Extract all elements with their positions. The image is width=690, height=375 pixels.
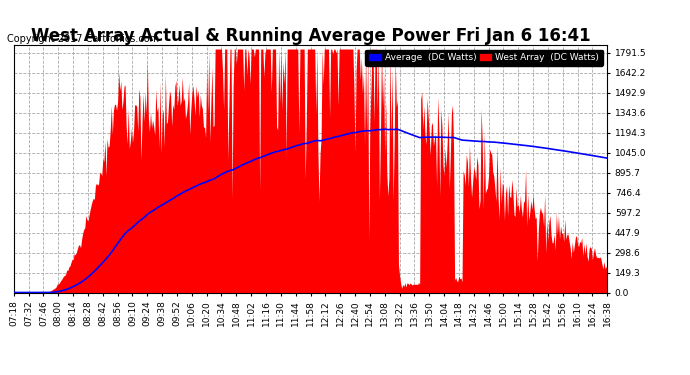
- Legend: Average  (DC Watts), West Array  (DC Watts): Average (DC Watts), West Array (DC Watts…: [365, 50, 602, 66]
- Text: Copyright 2017 Cartronics.com: Copyright 2017 Cartronics.com: [7, 34, 159, 44]
- Title: West Array Actual & Running Average Power Fri Jan 6 16:41: West Array Actual & Running Average Powe…: [30, 27, 591, 45]
